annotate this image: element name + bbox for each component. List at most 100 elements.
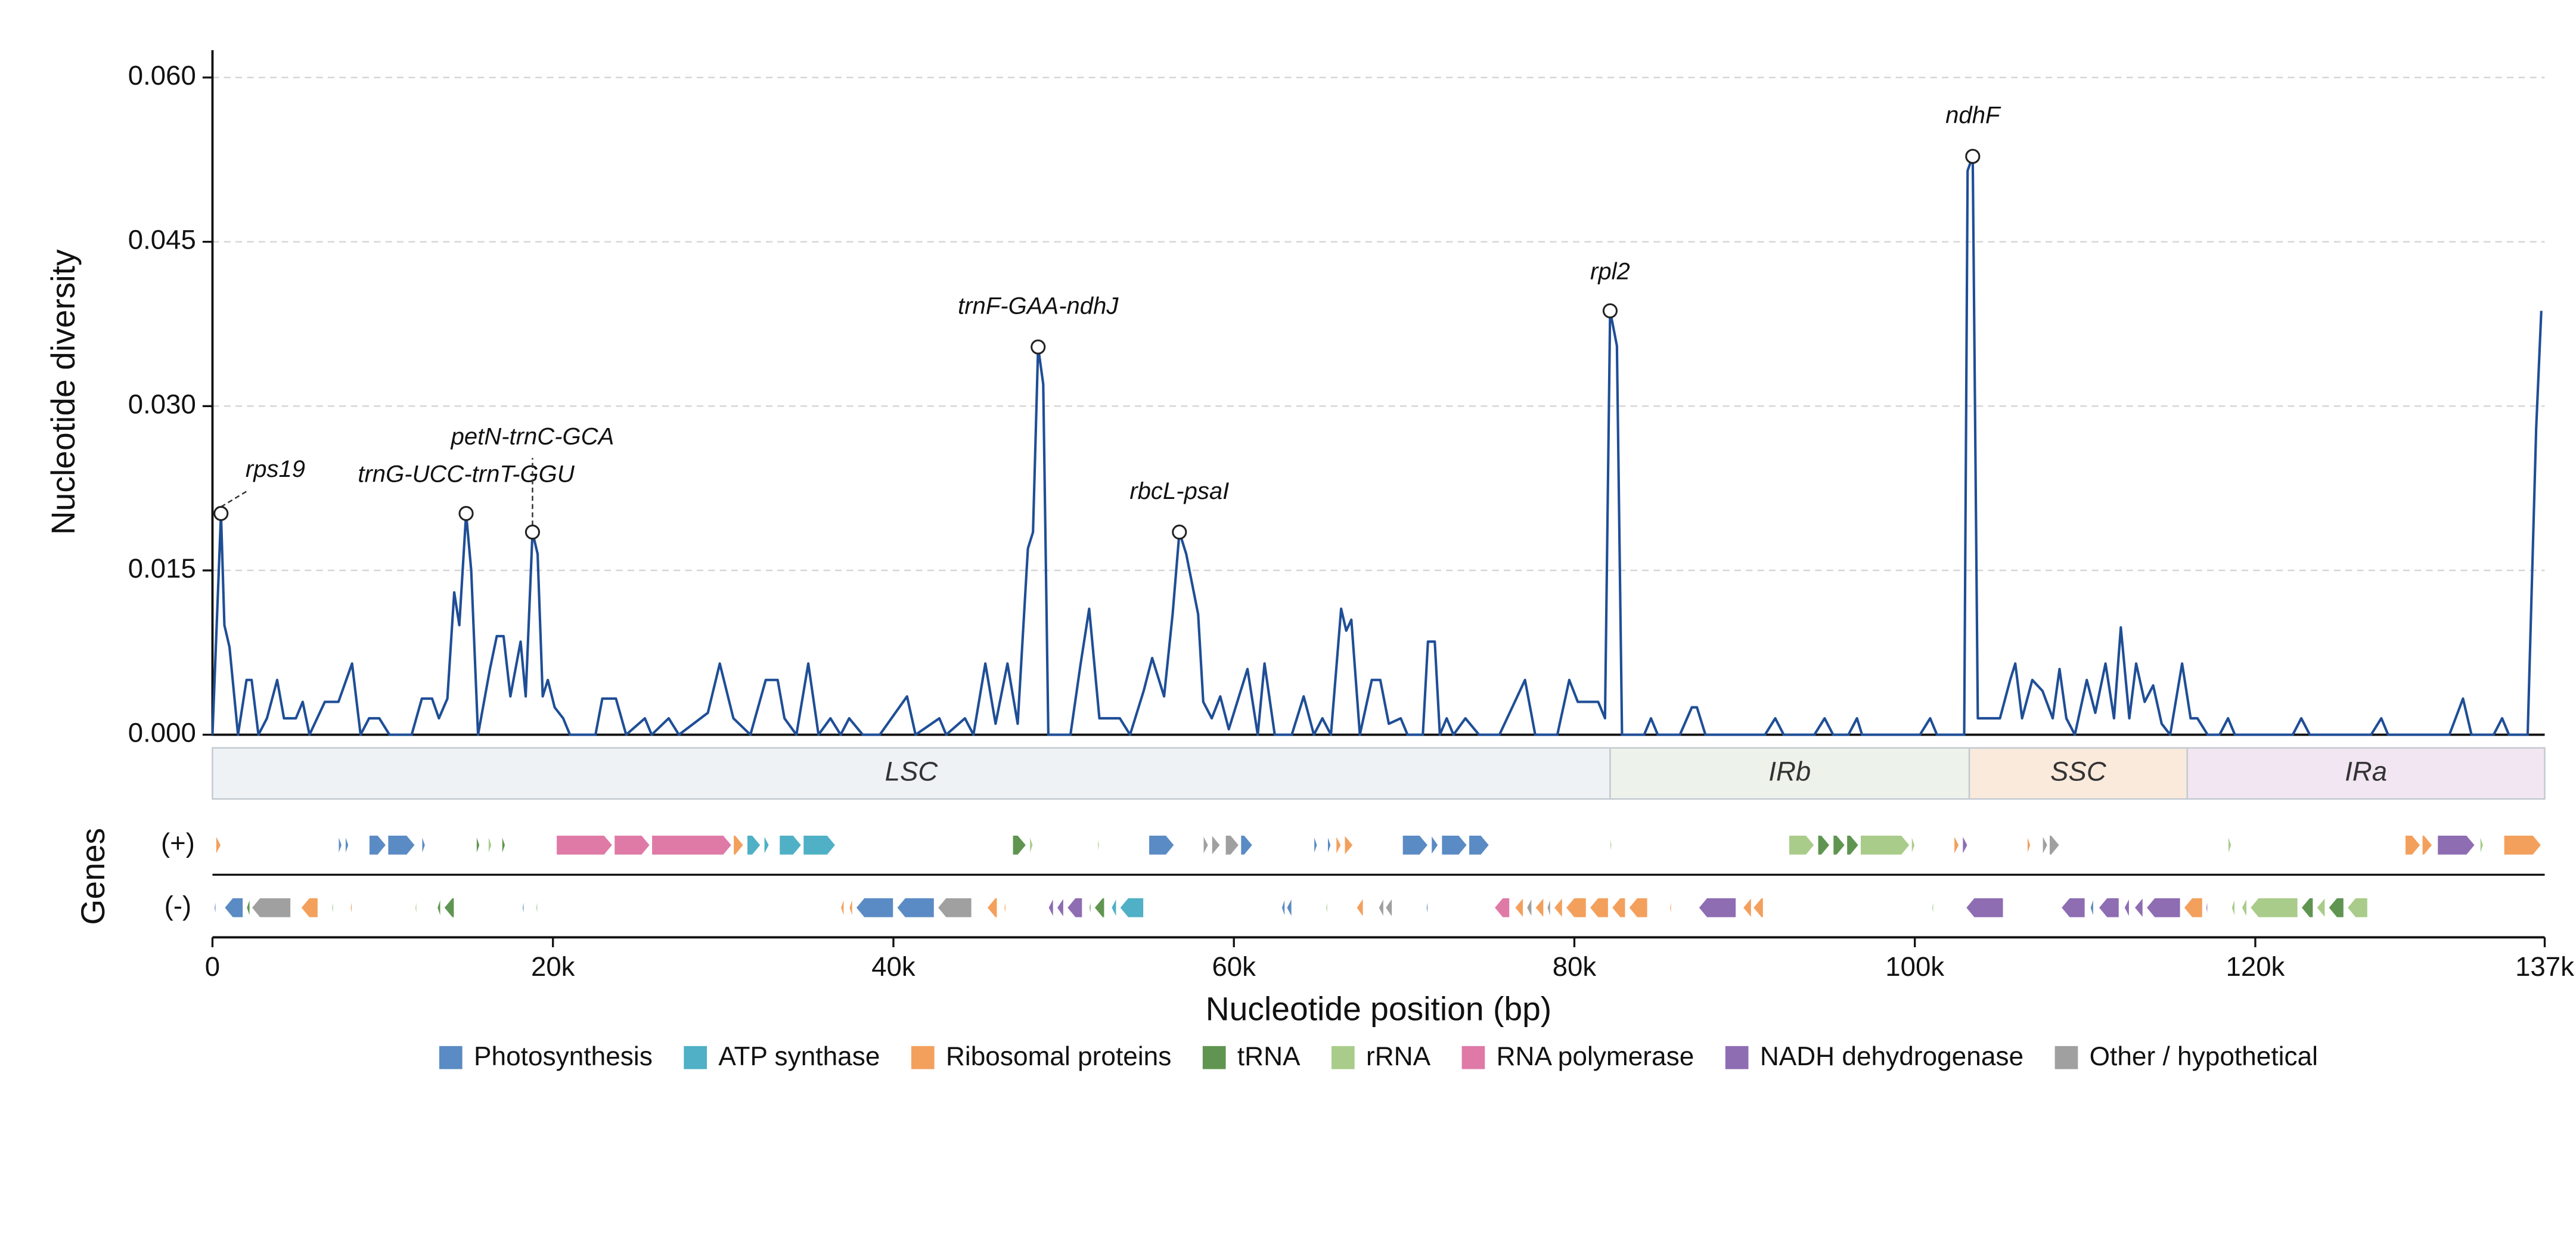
annotation-marker (1172, 525, 1187, 540)
gene (2301, 897, 2314, 918)
gene (476, 835, 480, 855)
gene (1344, 835, 1354, 855)
gene (1752, 897, 1764, 918)
gene (1097, 835, 1100, 855)
gene (1029, 835, 1033, 855)
gene (1817, 835, 1830, 855)
gene (1356, 896, 1364, 919)
gene (1441, 835, 1468, 855)
gene (1281, 897, 1286, 918)
legend-label: ATP synthase (718, 1042, 880, 1071)
gene (344, 835, 349, 855)
gene (1148, 835, 1175, 855)
x-tick-label: 120k (2226, 951, 2285, 982)
gene (733, 835, 744, 855)
x-axis-label: Nucleotide position (bp) (1206, 990, 1551, 1027)
x-tick-label: 0 (205, 951, 220, 982)
gene (2249, 897, 2299, 918)
legend-swatch (684, 1046, 707, 1069)
gene (802, 835, 836, 855)
gene (1534, 897, 1544, 918)
y-axis-label: Nucleotide diversity (45, 249, 82, 535)
legend-label: tRNA (1237, 1042, 1301, 1071)
gene (1788, 835, 1815, 855)
gene-track-title: Genes (75, 828, 111, 925)
gene (2205, 898, 2208, 918)
gene (2241, 897, 2248, 918)
gene (1240, 835, 1253, 855)
y-tick-label: 0.060 (128, 60, 196, 91)
gene (213, 898, 216, 918)
gene (1526, 897, 1532, 918)
gene (246, 897, 251, 918)
gene (896, 897, 935, 918)
gene (855, 897, 894, 918)
gene (443, 897, 455, 918)
gene-track-label: (+) (161, 828, 195, 858)
annotation-label: rpl2 (1590, 258, 1630, 284)
region-label: LSC (885, 756, 939, 787)
y-tick-label: 0.045 (128, 225, 196, 255)
gene (1965, 897, 2004, 918)
gene (421, 835, 426, 855)
region-label: SSC (2050, 756, 2107, 787)
annotation-label: petN-trnC-GCA (451, 424, 614, 450)
annotation-marker (1602, 303, 1618, 318)
gene (436, 897, 441, 918)
gene (2098, 897, 2120, 918)
gene (1931, 898, 1934, 918)
gene (2026, 835, 2031, 855)
gene (1846, 835, 1860, 855)
x-tick-label: 80k (1553, 951, 1597, 982)
gene (2183, 897, 2203, 918)
annotation-label: trnF-GAA-ndhJ (958, 293, 1119, 319)
annotation-marker (213, 505, 229, 521)
gene (1385, 896, 1393, 919)
gene (2231, 897, 2236, 918)
gene (387, 835, 416, 855)
gene (488, 835, 492, 855)
region (212, 747, 1611, 800)
gene (522, 898, 524, 918)
gene (1313, 835, 1318, 855)
gene (1048, 897, 1054, 918)
gene (501, 835, 506, 855)
gene (764, 835, 770, 855)
gene (1514, 897, 1524, 918)
annotation-label: trnG-UCC-trnT-GGU (358, 461, 575, 487)
legend-label: Photosynthesis (474, 1042, 653, 1071)
gene (1426, 898, 1429, 918)
gene (746, 835, 762, 855)
x-tick-label: 137k (2515, 951, 2574, 982)
gene (1628, 897, 1648, 918)
gene (1611, 897, 1626, 918)
gene (1012, 835, 1027, 855)
gene (1962, 835, 1969, 855)
x-tick-label: 60k (1212, 951, 1256, 982)
region (2186, 747, 2546, 800)
gene (1698, 897, 1737, 918)
annotation-label: rps19 (246, 456, 305, 482)
x-tick-label: 40k (871, 951, 915, 982)
gene (1110, 897, 1117, 918)
annotation-marker (1031, 339, 1046, 355)
legend-swatch (439, 1046, 463, 1069)
y-tick-label: 0.015 (128, 553, 196, 584)
gene (368, 835, 387, 855)
gene (848, 897, 854, 918)
gene (1430, 833, 1439, 857)
region-label: IRa (2345, 756, 2387, 787)
annotation-marker (1965, 148, 1981, 164)
gene (2134, 897, 2144, 918)
gene (986, 897, 998, 918)
y-tick-label: 0.000 (128, 718, 196, 748)
region-label: IRb (1768, 756, 1811, 787)
annotation-marker (458, 505, 474, 521)
gene (1203, 835, 1209, 855)
gene (555, 835, 613, 855)
gene (2316, 897, 2326, 918)
gene (251, 897, 291, 918)
gene (1468, 835, 1490, 855)
legend-label: rRNA (1366, 1042, 1431, 1071)
gene (535, 898, 538, 918)
